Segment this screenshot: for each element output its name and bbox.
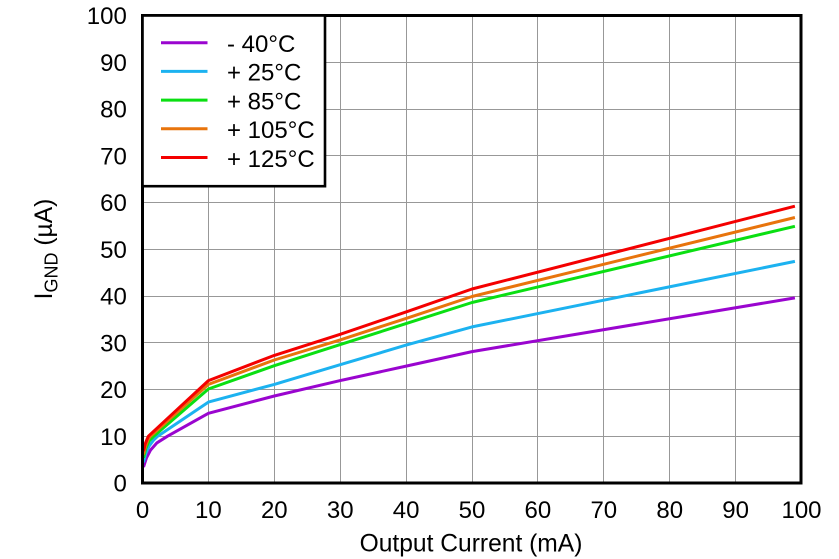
svg-text:100: 100 — [781, 497, 821, 524]
svg-text:30: 30 — [327, 497, 354, 524]
svg-text:40: 40 — [393, 497, 420, 524]
svg-text:0: 0 — [113, 471, 126, 498]
svg-text:70: 70 — [100, 143, 127, 170]
svg-text:10: 10 — [195, 497, 222, 524]
svg-text:10: 10 — [100, 424, 127, 451]
svg-text:100: 100 — [87, 3, 127, 30]
svg-text:80: 80 — [100, 97, 127, 124]
svg-text:60: 60 — [100, 190, 127, 217]
svg-text:0: 0 — [136, 497, 149, 524]
svg-text:+ 125°C: + 125°C — [227, 146, 315, 173]
svg-text:20: 20 — [100, 377, 127, 404]
svg-text:60: 60 — [525, 497, 552, 524]
svg-text:- 40°C: - 40°C — [227, 31, 295, 58]
svg-text:+ 25°C: + 25°C — [227, 60, 301, 87]
svg-text:Output Current (mA): Output Current (mA) — [360, 531, 583, 558]
svg-text:50: 50 — [459, 497, 486, 524]
svg-text:90: 90 — [100, 50, 127, 77]
svg-text:50: 50 — [100, 237, 127, 264]
svg-text:40: 40 — [100, 284, 127, 311]
svg-text:+ 85°C: + 85°C — [227, 88, 301, 115]
svg-text:90: 90 — [722, 497, 749, 524]
svg-text:+ 105°C: + 105°C — [227, 117, 315, 144]
svg-text:70: 70 — [590, 497, 617, 524]
svg-text:30: 30 — [100, 330, 127, 357]
svg-text:20: 20 — [261, 497, 288, 524]
svg-text:80: 80 — [656, 497, 683, 524]
